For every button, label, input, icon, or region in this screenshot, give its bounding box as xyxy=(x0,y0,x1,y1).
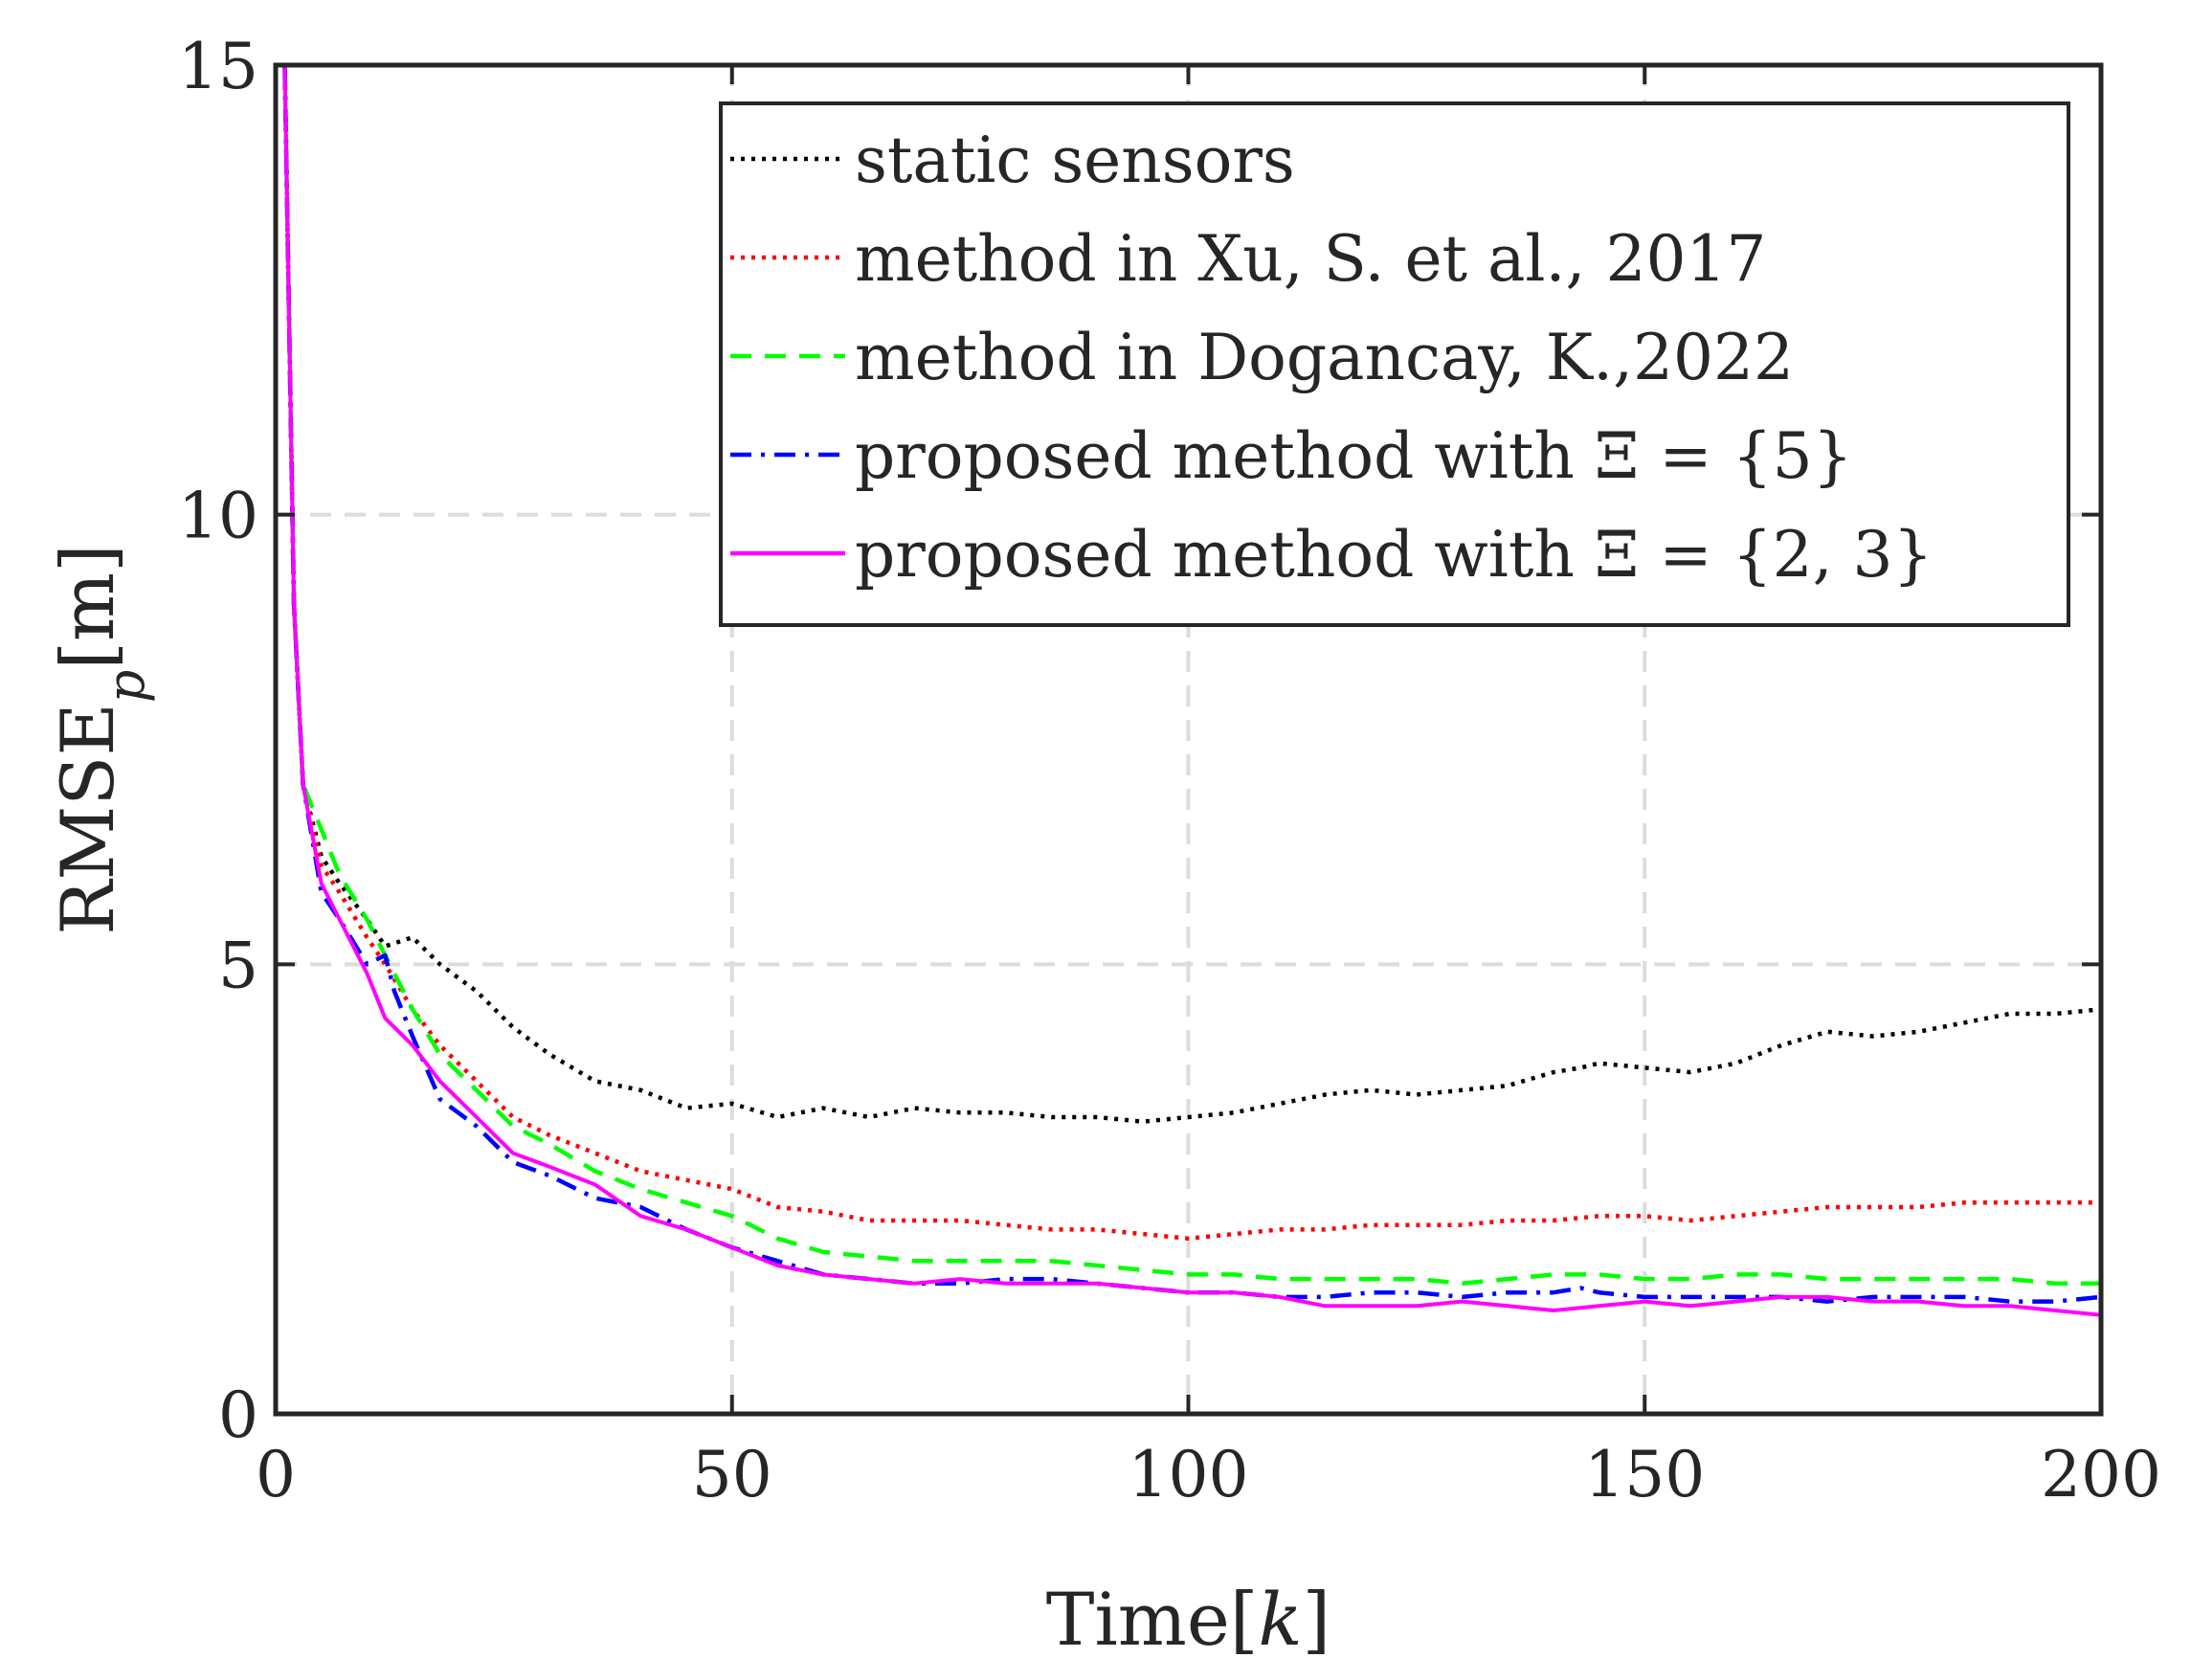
x-tick-label: 0 xyxy=(256,1438,296,1512)
x-tick-labels: 0 50 100 150 200 xyxy=(256,1438,2161,1512)
series-line-5 xyxy=(282,65,2101,1317)
series-line-1 xyxy=(282,65,2101,1124)
y-tick-label: 0 xyxy=(218,1378,258,1452)
x-axis-label-text: Time xyxy=(1046,1577,1230,1662)
y-axis-label-unit: m xyxy=(45,572,130,641)
legend-label-5: proposed method with Ξ = {2, 3} xyxy=(855,518,1934,592)
x-tick-label: 150 xyxy=(1584,1438,1705,1512)
x-axis-label-var: k xyxy=(1258,1577,1302,1662)
y-tick-label: 10 xyxy=(178,480,258,553)
axis-ticks xyxy=(274,63,2103,1416)
y-tick-labels: 0 5 10 15 xyxy=(178,30,258,1452)
y-axis-label: RMSEp[m] xyxy=(45,544,156,935)
y-tick-label: 15 xyxy=(178,30,258,103)
legend: static sensors method in Xu, S. et al., 2… xyxy=(719,101,2070,627)
y-axis-label-text: RMSE xyxy=(45,703,130,935)
series-line-4 xyxy=(282,65,2101,1304)
series-layer xyxy=(282,65,2101,1317)
x-tick-label: 50 xyxy=(692,1438,772,1512)
y-tick-label: 5 xyxy=(218,929,258,1002)
x-axis-label: Time[k] xyxy=(1046,1577,1330,1662)
legend-label-2: method in Xu, S. et al., 2017 xyxy=(855,222,1766,296)
y-axis-label-subscript: p xyxy=(96,670,156,704)
legend-box xyxy=(719,101,2070,627)
x-tick-label: 100 xyxy=(1129,1438,1249,1512)
legend-label-4: proposed method with Ξ = {5} xyxy=(855,419,1853,493)
x-tick-label: 200 xyxy=(2041,1438,2161,1512)
legend-label-1: static sensors xyxy=(855,123,1295,197)
legend-label-3: method in Dogancay, K.,2022 xyxy=(855,321,1794,394)
